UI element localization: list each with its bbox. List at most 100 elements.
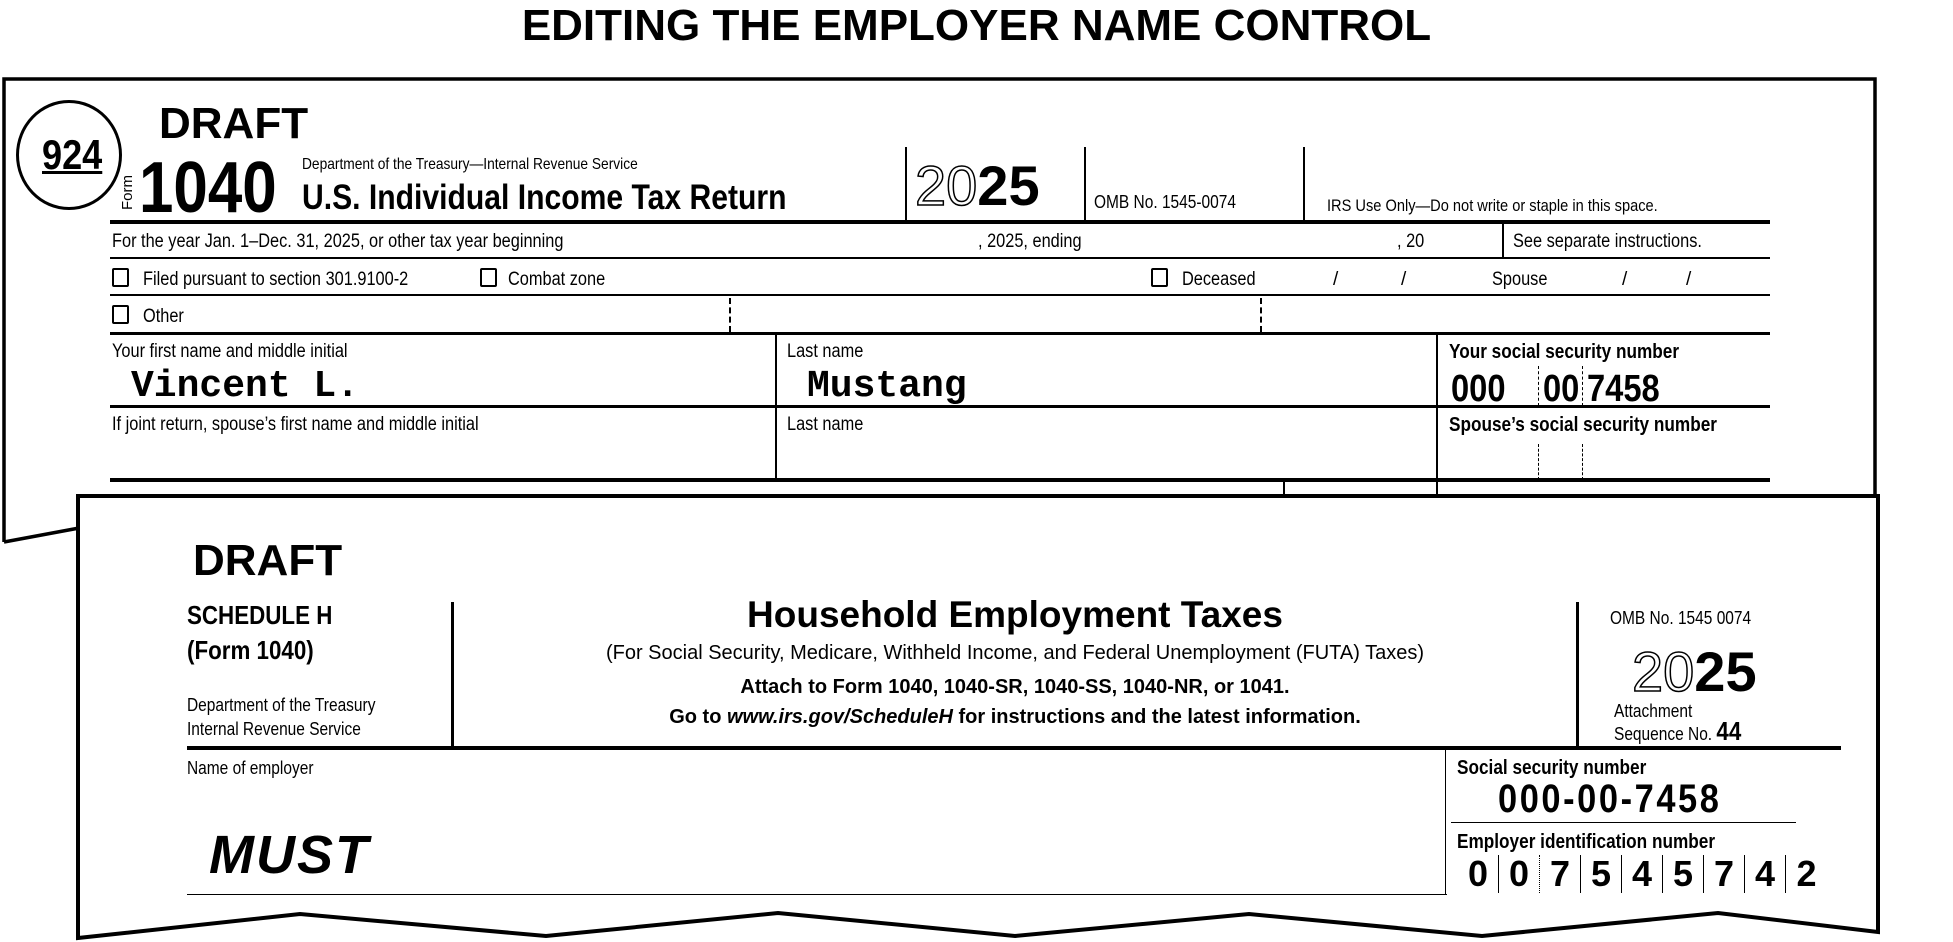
sequence-text: Sequence No.: [1614, 724, 1713, 744]
ssn-part: 00: [1543, 368, 1580, 410]
form-reference: (Form 1040): [187, 635, 314, 665]
divider: [1084, 147, 1086, 222]
rule: [110, 257, 1770, 259]
employer-name-label: Name of employer: [187, 758, 314, 778]
rule: [110, 220, 1770, 224]
rule: [110, 405, 1770, 408]
dashed-divider: [1260, 298, 1262, 332]
title-block: Household Employment Taxes (For Social S…: [454, 596, 1576, 727]
divider: [451, 602, 454, 748]
sequence-label: Sequence No. 44: [1614, 718, 1741, 744]
form1040-border: [2, 77, 1877, 542]
combat-zone-checkbox[interactable]: [480, 268, 497, 287]
irs-use-only: IRS Use Only—Do not write or staple in t…: [1327, 196, 1658, 215]
tax-year: 2025: [1631, 643, 1756, 701]
divider: [1436, 480, 1438, 496]
ssn-part: 000: [1451, 368, 1506, 410]
ssn-label: Your social security number: [1449, 341, 1680, 363]
filed-pursuant-checkbox[interactable]: [112, 268, 129, 287]
scheduleH-border: [76, 494, 1880, 941]
date-slash: /: [1333, 269, 1339, 290]
department-line2: Internal Revenue Service: [187, 719, 361, 739]
dashed-divider: [1538, 444, 1539, 480]
ein-label: Employer identification number: [1457, 831, 1716, 853]
year-bold: 25: [1694, 640, 1757, 703]
dashed-divider: [1582, 366, 1583, 406]
schedule-name: SCHEDULE H: [187, 600, 333, 630]
department-line1: Department of the Treasury: [187, 695, 376, 715]
stamp-number: 924: [42, 131, 103, 178]
sequence-number: 44: [1716, 716, 1742, 746]
divider: [1283, 480, 1285, 496]
tax-year: 2025: [914, 157, 1039, 215]
last-name-field[interactable]: Mustang: [807, 365, 967, 408]
form-title: U.S. Individual Income Tax Return: [302, 178, 787, 217]
ssn-label: Social security number: [1457, 757, 1647, 779]
first-name-field[interactable]: Vincent L.: [131, 365, 360, 408]
divider: [1303, 147, 1305, 222]
divider: [905, 147, 907, 222]
ein-digit: 4: [1622, 855, 1663, 893]
ein-digit: 2: [1796, 853, 1817, 894]
other-label: Other: [143, 306, 184, 327]
deceased-label: Deceased: [1182, 269, 1256, 290]
schedule-title: Household Employment Taxes: [747, 594, 1283, 635]
first-name-label: Your first name and middle initial: [112, 341, 348, 362]
rule: [110, 478, 1770, 482]
form1040-torn-edge: [3, 524, 91, 544]
last-name-label: Last name: [787, 341, 864, 362]
ein-digit: 5: [1581, 855, 1622, 893]
rule: [187, 894, 1447, 895]
page-heading: EDITING THE EMPLOYER NAME CONTROL: [521, 1, 1432, 50]
divider: [1445, 750, 1446, 895]
attachment-label: Attachment: [1614, 701, 1693, 721]
form-number: 1040: [139, 148, 277, 228]
spouse-last-name-label: Last name: [787, 414, 864, 435]
dashed-divider: [1538, 366, 1539, 406]
other-checkbox[interactable]: [112, 305, 129, 324]
ssn-field[interactable]: 000-00-7458: [1498, 777, 1722, 821]
schedule-h-link[interactable]: www.irs.gov/ScheduleH: [726, 706, 953, 728]
spouse-label: Spouse: [1492, 269, 1548, 290]
ssn-part: 7458: [1587, 368, 1660, 410]
department: Department of the Treasury—Internal Reve…: [302, 156, 638, 173]
year-bold: 25: [977, 154, 1040, 217]
ein-digit: 0: [1458, 855, 1499, 893]
form-word: Form: [119, 175, 136, 210]
date-slash: /: [1686, 269, 1692, 290]
divider: [1576, 602, 1579, 748]
employer-name-field[interactable]: MUST: [209, 825, 370, 885]
draft-label: DRAFT: [159, 99, 309, 148]
spouse-first-name-label: If joint return, spouse’s first name and…: [112, 414, 479, 435]
stamp-circle: [16, 100, 122, 210]
rule: [110, 294, 1770, 296]
ein-digit: 7: [1704, 855, 1745, 893]
draft-label: DRAFT: [193, 536, 343, 585]
goto-suffix: for instructions and the latest informat…: [952, 706, 1361, 728]
ein-digit: 4: [1745, 855, 1786, 893]
year-outline: 20: [914, 154, 978, 217]
rule: [1451, 822, 1796, 823]
spouse-ssn-label: Spouse’s social security number: [1449, 414, 1717, 436]
ein-digit: 5: [1663, 855, 1704, 893]
twenty-text: , 20: [1397, 231, 1425, 252]
year-outline: 20: [1631, 640, 1695, 703]
rule: [187, 746, 1841, 750]
ein-digit: 0: [1499, 855, 1540, 893]
combat-zone-label: Combat zone: [508, 269, 606, 290]
divider: [1502, 222, 1504, 258]
goto-prefix: Go to: [669, 706, 727, 728]
deceased-checkbox[interactable]: [1151, 268, 1168, 287]
dashed-divider: [1582, 444, 1583, 480]
ending-text: , 2025, ending: [978, 231, 1082, 252]
tax-year-text: For the year Jan. 1–Dec. 31, 2025, or ot…: [112, 231, 564, 252]
goto-instruction: Go to www.irs.gov/ScheduleH for instruct…: [454, 707, 1576, 727]
dashed-divider: [729, 298, 731, 332]
omb-number: OMB No. 1545-0074: [1094, 192, 1236, 212]
attach-instruction: Attach to Form 1040, 1040-SR, 1040-SS, 1…: [740, 676, 1290, 698]
rule: [110, 332, 1770, 335]
see-instructions: See separate instructions.: [1513, 231, 1702, 252]
